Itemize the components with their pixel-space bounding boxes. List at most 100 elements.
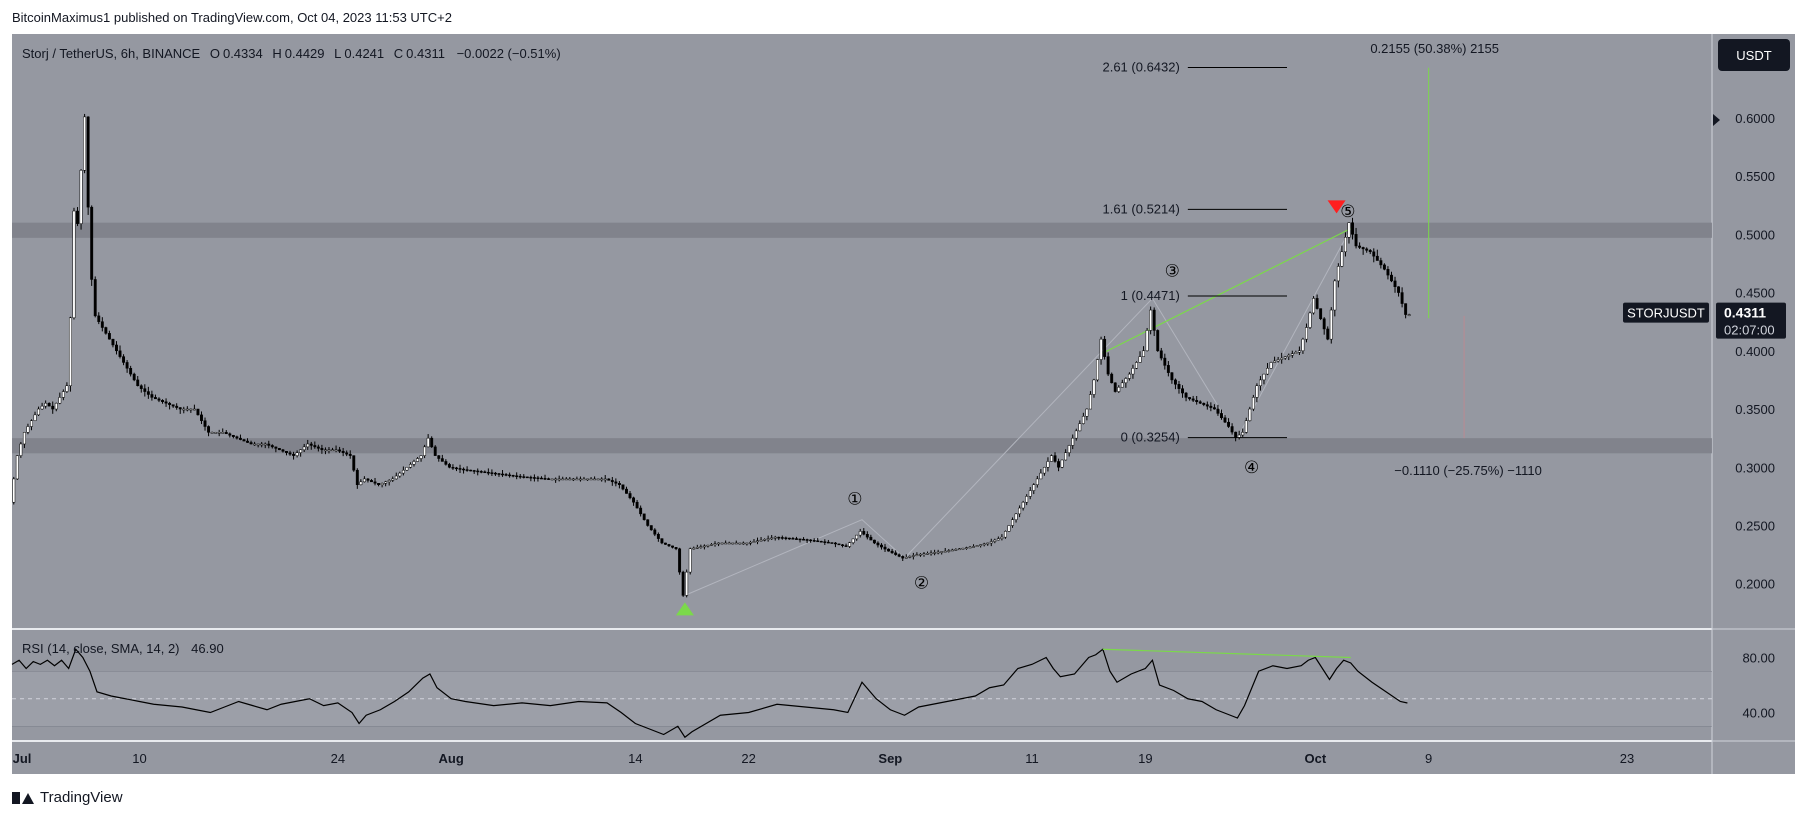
wave-label-5[interactable]: ⑤ (1340, 202, 1355, 221)
price-candle-body (299, 449, 303, 453)
wave-label-4[interactable]: ④ (1244, 458, 1259, 477)
price-candle-body (1393, 280, 1397, 287)
price-candle-body (1248, 408, 1252, 421)
price-axis[interactable]: 0.6000 0.5500 0.5000 0.4500 0.4000 0.3500 0.30… (1735, 111, 1775, 592)
price-candle-body (575, 478, 579, 481)
price-candle-body (688, 548, 692, 573)
price-candle-body (876, 542, 880, 546)
price-candle-body (355, 469, 359, 485)
red-down-triangle-marker[interactable] (1327, 200, 1346, 214)
price-candle-body (1372, 251, 1376, 257)
price-candle-body (1159, 350, 1163, 359)
rsi-tick-label: 80.00 (1742, 651, 1775, 666)
svg-text:USDT: USDT (1736, 48, 1771, 63)
price-candle-body (943, 550, 947, 553)
price-candle-body (642, 513, 646, 520)
price-candle-body (221, 432, 225, 434)
fibonacci-levels[interactable]: 2.61 (0.6432) 1.61 (0.5214) 1 (0.4471) 0 (0… (1102, 60, 1287, 445)
price-candle-body (504, 474, 508, 476)
wave-label-1[interactable]: ① (847, 490, 862, 509)
price-candle-body (433, 446, 437, 456)
price-candle-body (741, 542, 745, 545)
price-candle-body (1064, 452, 1068, 461)
price-tick-label[interactable]: 0.5000 (1735, 227, 1775, 242)
price-candle-body (851, 538, 855, 543)
price-candle-body (596, 478, 600, 481)
price-candle-body (1397, 286, 1401, 293)
price-candle-body (370, 480, 373, 483)
time-tick-label[interactable]: 14 (628, 751, 642, 766)
price-candle-body (543, 478, 547, 480)
price-tick-label[interactable]: 0.6000 (1735, 111, 1775, 126)
price-candle-body (1085, 408, 1089, 417)
price-candle-body (625, 488, 628, 494)
measure-tools[interactable]: 0.2155 (50.38%) 2155 −0.1110 (−25.75%) −1… (1370, 41, 1542, 478)
price-candle-body (986, 542, 990, 545)
price-candle-body (908, 556, 912, 558)
price-candle-body (950, 549, 954, 552)
currency-button[interactable]: USDT (1718, 39, 1790, 71)
price-candle-body (692, 547, 696, 550)
price-candle-body (1290, 353, 1294, 356)
wave-labels[interactable]: ① ② ③ ④ ⑤ (847, 202, 1355, 593)
price-candle-body (780, 537, 784, 539)
price-candle-body (1035, 478, 1039, 485)
price-candle-body (1301, 338, 1305, 352)
price-tick-label[interactable]: 0.3000 (1735, 460, 1775, 475)
time-tick-label[interactable]: 24 (331, 751, 345, 766)
price-candle-body (1152, 309, 1156, 331)
price-tick-label[interactable]: 0.3500 (1735, 402, 1775, 417)
price-candle-body (989, 541, 993, 544)
time-axis[interactable]: Jul 10 24 Aug 14 22 Sep 11 19 Oct 9 23 (13, 751, 1635, 766)
price-candle-body (1071, 437, 1075, 446)
price-candle-body (1305, 327, 1308, 340)
price-candle-body (1184, 392, 1188, 398)
price-candle-body (231, 434, 235, 437)
time-tick-label[interactable]: Jul (13, 751, 32, 766)
price-candle-body (150, 394, 154, 398)
price-candle-body (1216, 408, 1220, 414)
price-candle-body (79, 170, 83, 224)
rsi-legend[interactable]: RSI (14, close, SMA, 14, 2) 46.90 (22, 641, 224, 656)
price-tick-label[interactable]: 0.4000 (1735, 344, 1775, 359)
price-candle-body (1028, 490, 1032, 497)
time-tick-label[interactable]: 19 (1138, 751, 1152, 766)
time-tick-label[interactable]: Sep (878, 751, 902, 766)
time-tick-label[interactable]: 10 (132, 751, 146, 766)
price-candle-body (1379, 260, 1383, 266)
price-candle-body (189, 408, 193, 411)
price-candle-body (720, 542, 724, 545)
tradingview-brand[interactable]: TradingView (12, 789, 123, 806)
price-candle-body (979, 544, 983, 546)
price-candle-body (68, 317, 72, 386)
price-tick-label[interactable]: 0.2000 (1735, 577, 1775, 592)
price-candle-body (455, 467, 458, 470)
time-tick-label[interactable]: 22 (741, 751, 755, 766)
green-up-triangle-marker[interactable] (675, 602, 694, 616)
time-tick-label[interactable]: Aug (439, 751, 464, 766)
wave-label-2[interactable]: ② (914, 573, 929, 592)
price-candle-body (844, 545, 848, 547)
price-candle-body (1124, 378, 1128, 384)
price-candle-body (408, 464, 412, 468)
price-candle-body (826, 541, 830, 544)
price-candle-body (44, 402, 48, 407)
price-candle-body (1145, 330, 1149, 352)
price-candle-body (1032, 484, 1036, 491)
price-candle-body (1042, 467, 1046, 474)
time-tick-label[interactable]: 9 (1425, 751, 1432, 766)
wave-label-3[interactable]: ③ (1165, 261, 1180, 280)
time-tick-label[interactable]: 23 (1620, 751, 1634, 766)
price-candle-body (83, 116, 87, 171)
time-tick-label[interactable]: Oct (1304, 751, 1326, 766)
time-tick-label[interactable]: 11 (1025, 751, 1039, 766)
price-candle-body (437, 455, 441, 459)
price-tick-label[interactable]: 0.2500 (1735, 519, 1775, 534)
price-tick-label[interactable]: 0.5500 (1735, 169, 1775, 184)
markers[interactable] (675, 200, 1346, 616)
price-candle-body (1244, 420, 1248, 433)
price-candle-body (961, 547, 965, 550)
price-tick-label[interactable]: 0.4500 (1735, 286, 1775, 301)
